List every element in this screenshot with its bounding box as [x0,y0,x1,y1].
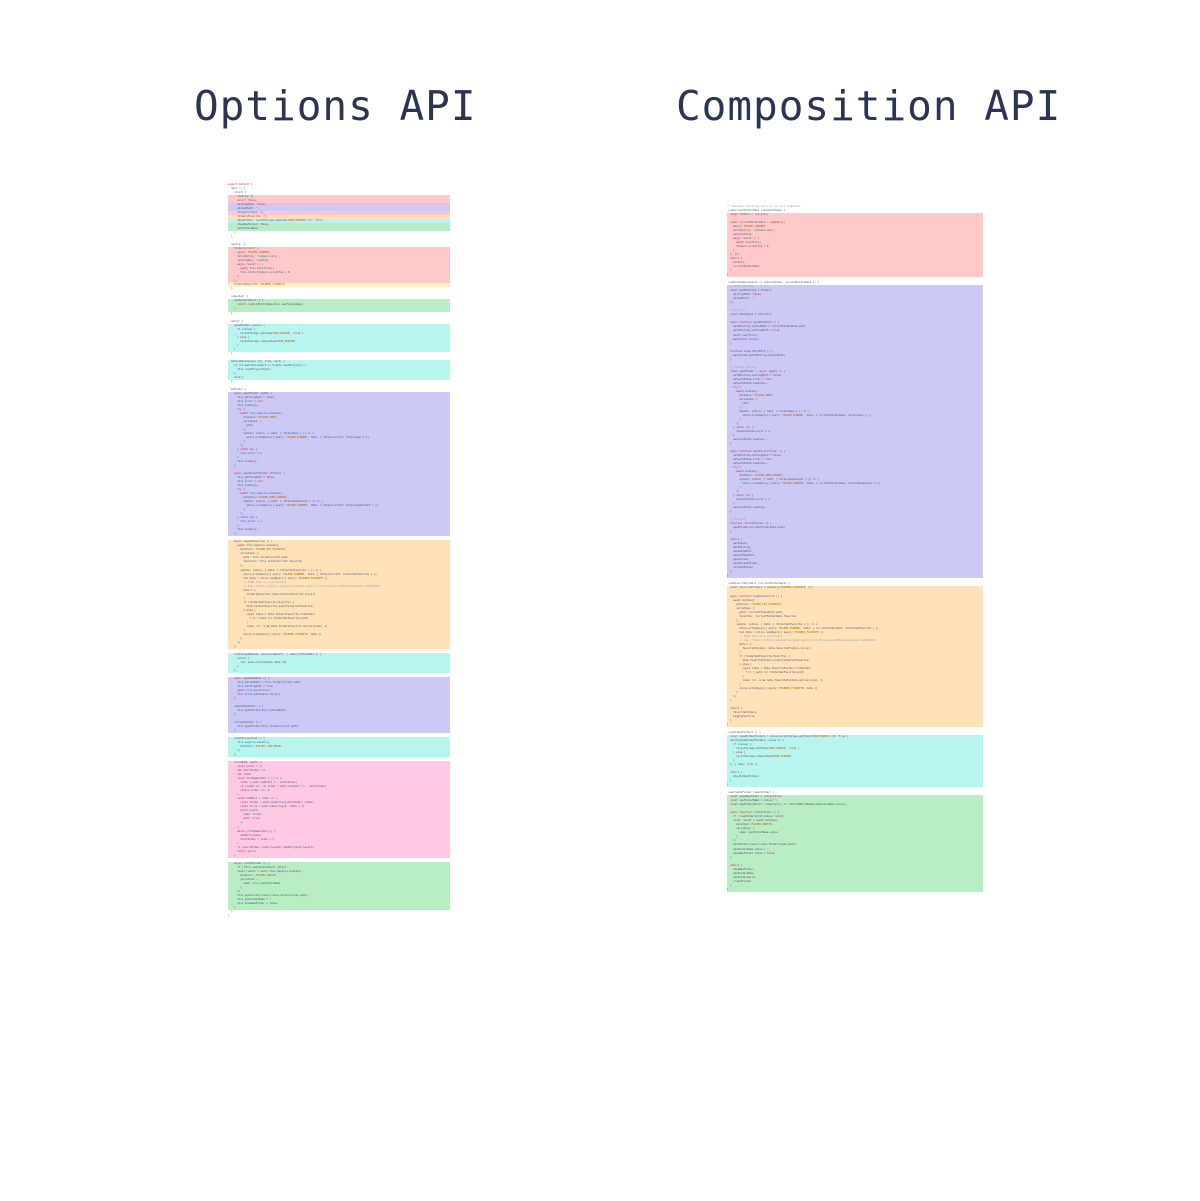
heading-options-api: Options API [194,82,477,130]
code-block-options-api: export default { data () { return { load… [228,183,450,918]
heading-composition-api: Composition API [676,82,1062,130]
headings-row: Options API Composition API [0,82,1200,144]
code-block-composition-api: // Reusable functions specific to this c… [727,205,983,892]
